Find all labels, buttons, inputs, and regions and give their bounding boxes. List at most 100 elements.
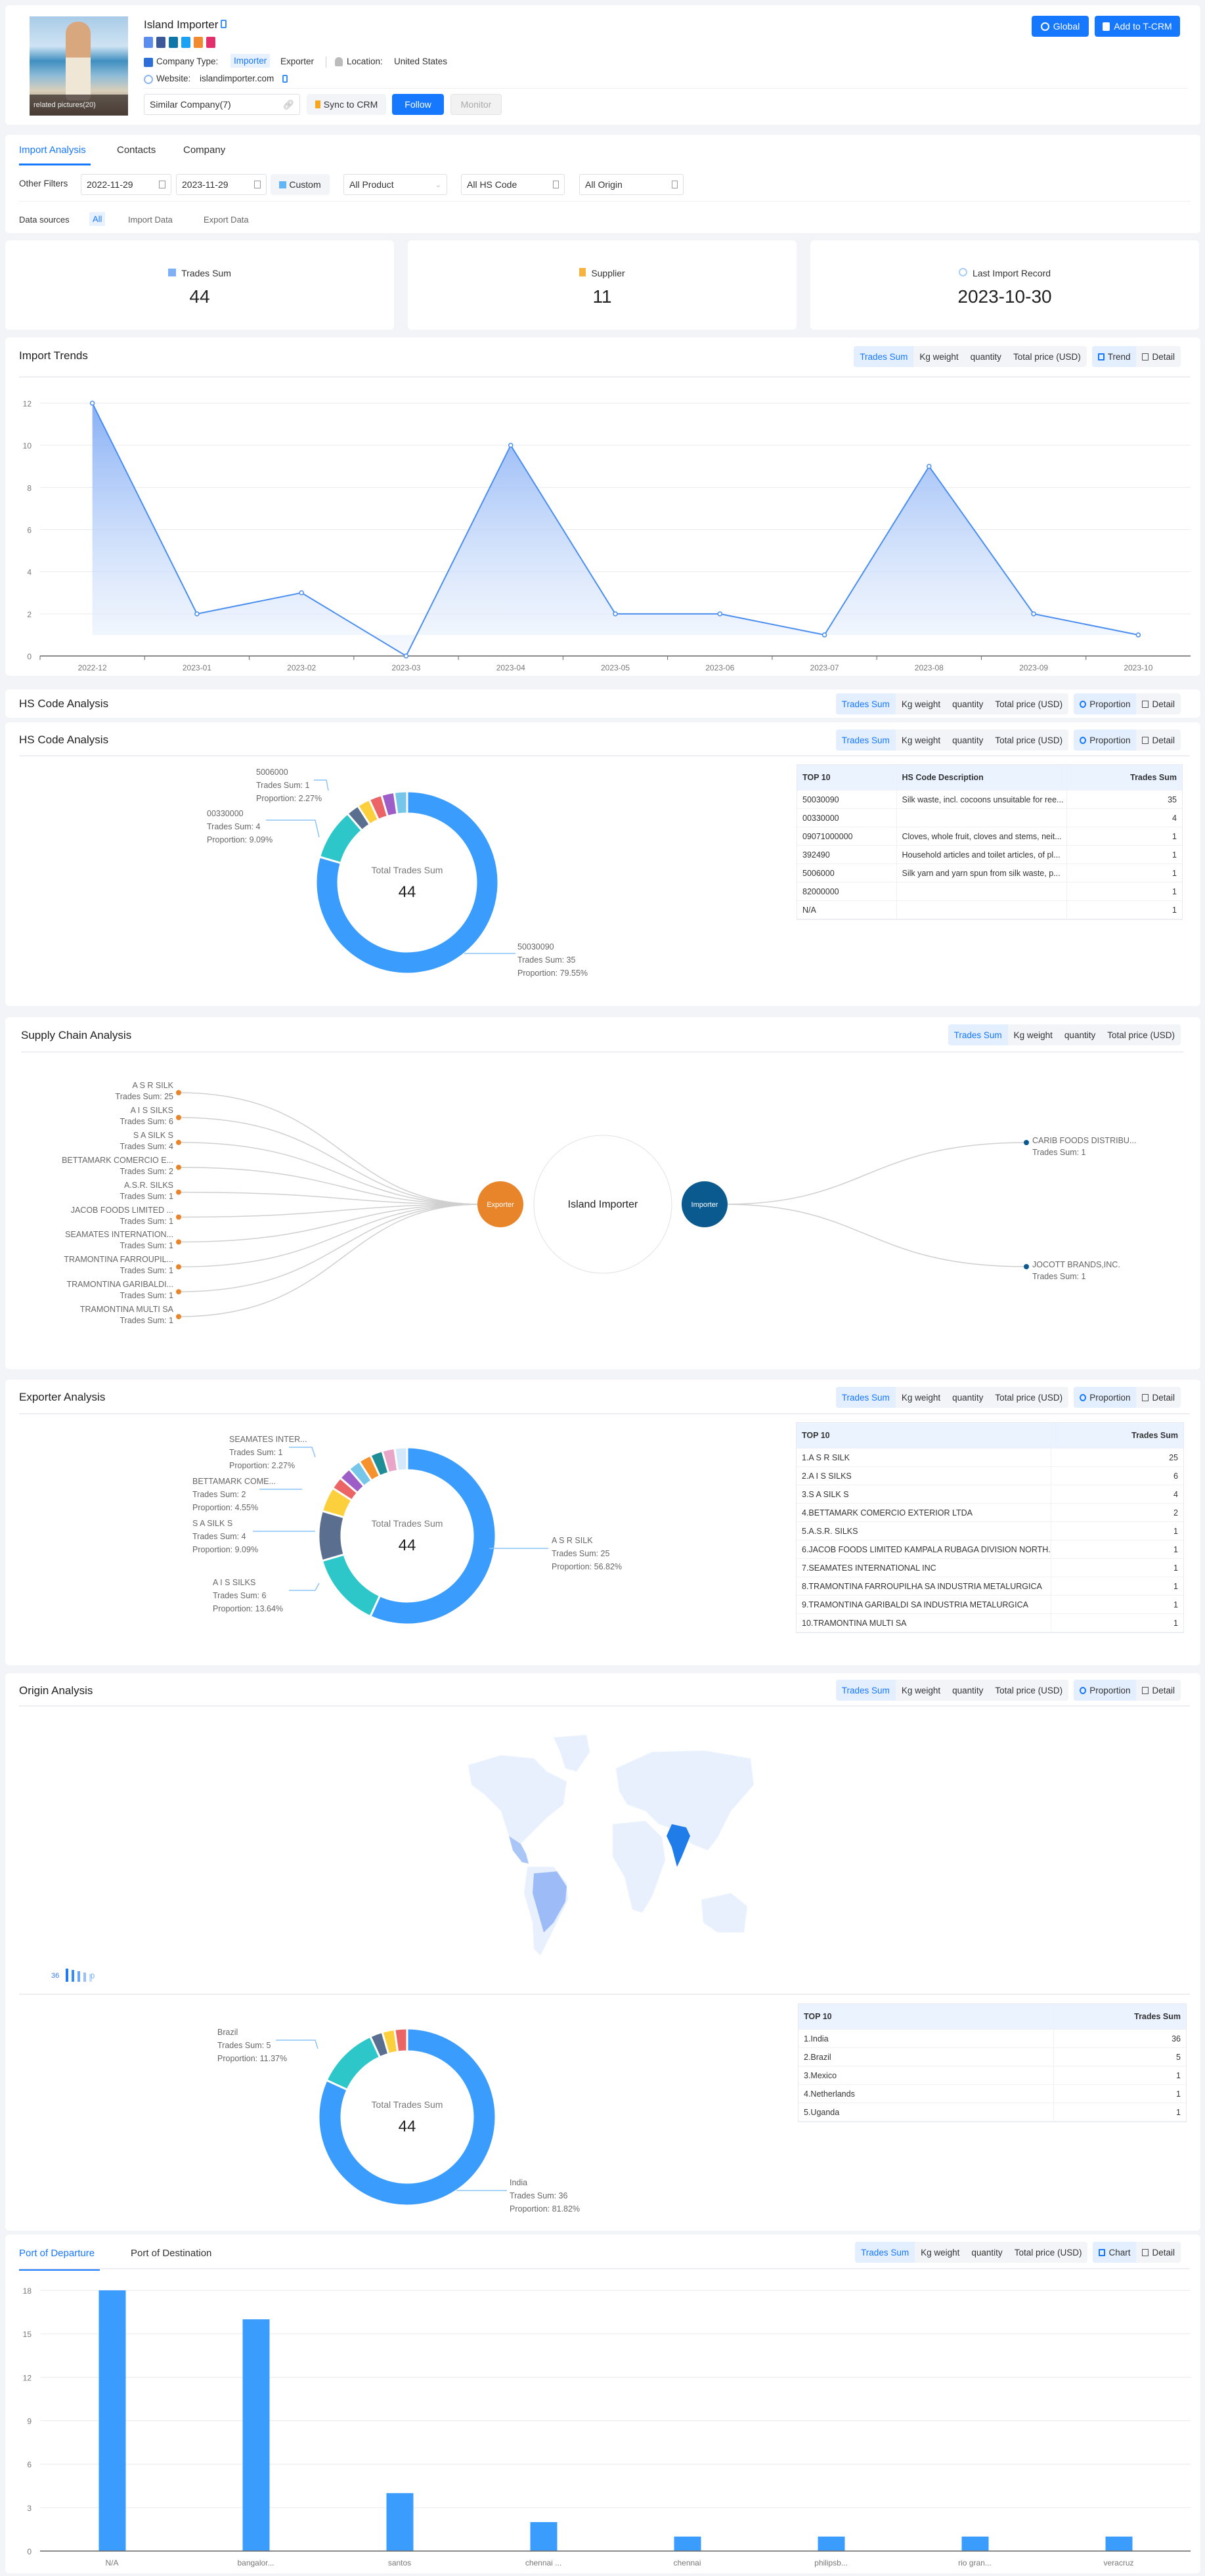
importer-node-dot[interactable] [1024, 1140, 1029, 1145]
bar-n-a[interactable] [99, 2290, 126, 2551]
metric-kg-weight[interactable]: Kg weight [919, 351, 959, 362]
view-chart[interactable]: Chart [1093, 2242, 1137, 2263]
metric-quantity[interactable]: quantity [952, 735, 984, 745]
exporter-node-dot[interactable] [176, 1114, 181, 1120]
view-detail[interactable]: Detail [1136, 693, 1181, 714]
exporter-node-dot[interactable] [176, 1214, 181, 1220]
exporter-node-dot[interactable] [176, 1090, 181, 1095]
view-proportion[interactable]: Proportion [1074, 693, 1137, 714]
source-all[interactable]: All [89, 212, 106, 226]
facebook-icon[interactable] [156, 37, 165, 48]
slice-50030090[interactable] [315, 790, 500, 975]
data-point[interactable] [508, 443, 514, 448]
view-proportion[interactable]: Proportion [1074, 1680, 1137, 1701]
bar-santos[interactable] [386, 2493, 414, 2551]
slice-s-a-silk-s[interactable] [317, 1510, 345, 1562]
data-point[interactable] [299, 590, 304, 596]
source-export-data[interactable]: Export Data [204, 215, 249, 225]
metric-total-price-usd[interactable]: Total price (USD) [1013, 351, 1081, 362]
metric-kg-weight[interactable]: Kg weight [921, 2247, 960, 2258]
importer-hub-node[interactable] [682, 1181, 728, 1227]
monitor-button[interactable]: Monitor [450, 94, 502, 115]
data-point[interactable] [927, 464, 932, 469]
slice-other[interactable] [393, 1446, 408, 1472]
linkedin-icon[interactable] [169, 37, 178, 48]
view-detail[interactable]: Detail [1136, 1387, 1181, 1408]
exporter-hub-node[interactable] [477, 1181, 523, 1227]
data-point[interactable] [1135, 632, 1141, 638]
follow-button[interactable]: Follow [392, 94, 444, 115]
metric-quantity[interactable]: quantity [952, 1685, 984, 1695]
bar-chennai[interactable] [674, 2536, 701, 2551]
data-point[interactable] [89, 401, 95, 406]
exporter-node-dot[interactable] [176, 1139, 181, 1145]
metric-total-price-usd[interactable]: Total price (USD) [995, 1685, 1063, 1695]
bar-veracruz[interactable] [1105, 2536, 1133, 2551]
phone-icon[interactable] [194, 37, 203, 48]
metric-trades-sum[interactable]: Trades Sum [835, 693, 896, 714]
add-to-crm-button[interactable]: Add to T-CRM [1095, 16, 1180, 37]
copy-icon[interactable] [221, 20, 227, 28]
metric-quantity[interactable]: quantity [952, 1392, 984, 1403]
custom-date-button[interactable]: Custom [271, 174, 330, 195]
map-legend-scale[interactable] [66, 1969, 92, 1982]
bar-chennai[interactable] [530, 2521, 558, 2551]
website-link[interactable]: islandimporter.com [200, 74, 274, 83]
data-point[interactable] [403, 653, 409, 659]
end-date-input[interactable]: 2023-11-29 [176, 174, 267, 195]
tab-company[interactable]: Company [183, 144, 226, 156]
exporter-node-dot[interactable] [176, 1164, 181, 1170]
sync-crm-button[interactable]: Sync to CRM [307, 94, 386, 115]
metric-quantity[interactable]: quantity [952, 699, 984, 709]
slice-a-s-r-silk[interactable] [368, 1446, 497, 1626]
website-icon[interactable] [144, 37, 153, 48]
metric-trades-sum[interactable]: Trades Sum [948, 1024, 1008, 1045]
source-import-data[interactable]: Import Data [128, 215, 173, 225]
copy-website-icon[interactable] [282, 75, 288, 83]
metric-kg-weight[interactable]: Kg weight [901, 1392, 941, 1403]
company-photo[interactable]: related pictures(20) [30, 16, 128, 116]
metric-total-price-usd[interactable]: Total price (USD) [995, 1392, 1063, 1403]
data-point[interactable] [822, 632, 827, 638]
view-proportion[interactable]: Proportion [1074, 730, 1137, 751]
metric-trades-sum[interactable]: Trades Sum [835, 1387, 896, 1408]
metric-total-price-usd[interactable]: Total price (USD) [995, 735, 1063, 745]
metric-kg-weight[interactable]: Kg weight [901, 735, 941, 745]
similar-company-button[interactable]: Similar Company(7) 🔗︎ [144, 94, 300, 115]
data-point[interactable] [717, 611, 723, 617]
view-detail[interactable]: Detail [1136, 1680, 1181, 1701]
view-detail[interactable]: Detail [1136, 346, 1181, 367]
slice-a-i-s-silks[interactable] [320, 1553, 382, 1618]
view-proportion[interactable]: Proportion [1074, 1387, 1137, 1408]
slice-n-a[interactable] [393, 790, 408, 816]
view-detail[interactable]: Detail [1136, 2242, 1181, 2263]
metric-total-price-usd[interactable]: Total price (USD) [1014, 2247, 1082, 2258]
tab-port-destination[interactable]: Port of Destination [131, 2248, 212, 2259]
tab-import-analysis[interactable]: Import Analysis [19, 144, 86, 156]
product-select[interactable]: All Product ⌄ [343, 174, 447, 195]
data-point[interactable] [1031, 611, 1036, 617]
start-date-input[interactable]: 2022-11-29 [81, 174, 171, 195]
bar-bangalor[interactable] [242, 2319, 270, 2551]
global-button[interactable]: Global [1032, 16, 1089, 37]
metric-kg-weight[interactable]: Kg weight [901, 1685, 941, 1695]
exporter-node-dot[interactable] [176, 1314, 181, 1320]
view-detail[interactable]: Detail [1136, 730, 1181, 751]
bar-rio-gran[interactable] [961, 2536, 989, 2551]
data-point[interactable] [613, 611, 618, 617]
related-pictures-label[interactable]: related pictures(20) [30, 95, 128, 116]
metric-kg-weight[interactable]: Kg weight [1013, 1030, 1053, 1040]
world-map[interactable] [389, 1732, 823, 1955]
slice-uganda[interactable] [393, 2027, 408, 2053]
metric-total-price-usd[interactable]: Total price (USD) [1107, 1030, 1175, 1040]
exporter-node-dot[interactable] [176, 1264, 181, 1270]
importer-node-dot[interactable] [1024, 1264, 1029, 1269]
origin-select[interactable]: All Origin [579, 174, 684, 195]
metric-kg-weight[interactable]: Kg weight [901, 699, 941, 709]
slice-brazil[interactable] [325, 2035, 382, 2091]
bar-philipsb[interactable] [818, 2536, 845, 2551]
view-trend[interactable]: Trend [1091, 346, 1137, 367]
company-node[interactable] [533, 1135, 672, 1274]
metric-total-price-usd[interactable]: Total price (USD) [995, 699, 1063, 709]
exporter-node-dot[interactable] [176, 1289, 181, 1295]
